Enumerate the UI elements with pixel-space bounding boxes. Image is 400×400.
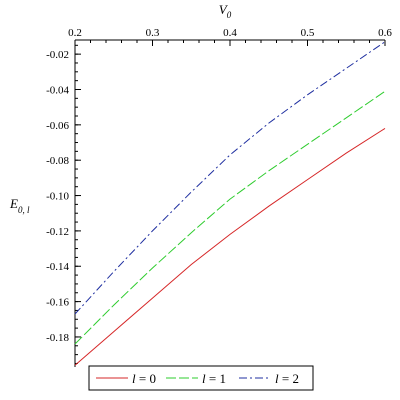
- x-axis-label: V0: [219, 2, 232, 20]
- y-tick-label-7: -0.16: [46, 297, 69, 309]
- x-tick-label-1: 0.3: [146, 27, 160, 39]
- x-tick-label-4: 0.6: [378, 27, 392, 39]
- series-line-2: [74, 41, 386, 315]
- x-tick-label-0: 0.2: [68, 27, 82, 39]
- y-axis-label-subscript: 0, l: [18, 205, 30, 215]
- legend-label-1: l = 1: [202, 371, 226, 386]
- y-tick-label-6: -0.14: [46, 261, 69, 273]
- y-tick-label-1: -0.04: [46, 84, 69, 96]
- series-line-0: [74, 127, 386, 366]
- series-line-1: [74, 90, 386, 345]
- legend-label-0: l = 0: [132, 371, 156, 386]
- x-ticks: 0.2 0.3 0.4 0.5 0.6: [68, 27, 392, 46]
- y-axis-label: E0, l: [9, 196, 30, 215]
- y-axis-label-main: E: [9, 196, 18, 211]
- legend: l = 0 l = 1 l = 2: [88, 365, 314, 391]
- legend-label-2: l = 2: [275, 371, 299, 386]
- y-tick-label-4: -0.10: [46, 191, 69, 203]
- y-tick-label-3: -0.08: [46, 155, 69, 167]
- plot-lines: [74, 41, 386, 366]
- x-axis-label-main: V: [219, 2, 229, 17]
- legend-items: l = 0 l = 1 l = 2: [96, 371, 299, 386]
- y-ticks: -0.02 -0.04 -0.06 -0.08 -0.10 -0.12 -0.14 -0.16…: [46, 44, 81, 364]
- y-tick-label-2: -0.06: [46, 120, 69, 132]
- axes: [74, 39, 385, 367]
- y-tick-label-0: -0.02: [46, 49, 69, 61]
- y-tick-label-8: -0.18: [46, 332, 69, 344]
- y-tick-label-5: -0.12: [46, 226, 69, 238]
- x-tick-label-3: 0.5: [301, 27, 315, 39]
- x-tick-label-2: 0.4: [223, 27, 237, 39]
- x-axis-label-subscript: 0: [227, 10, 232, 20]
